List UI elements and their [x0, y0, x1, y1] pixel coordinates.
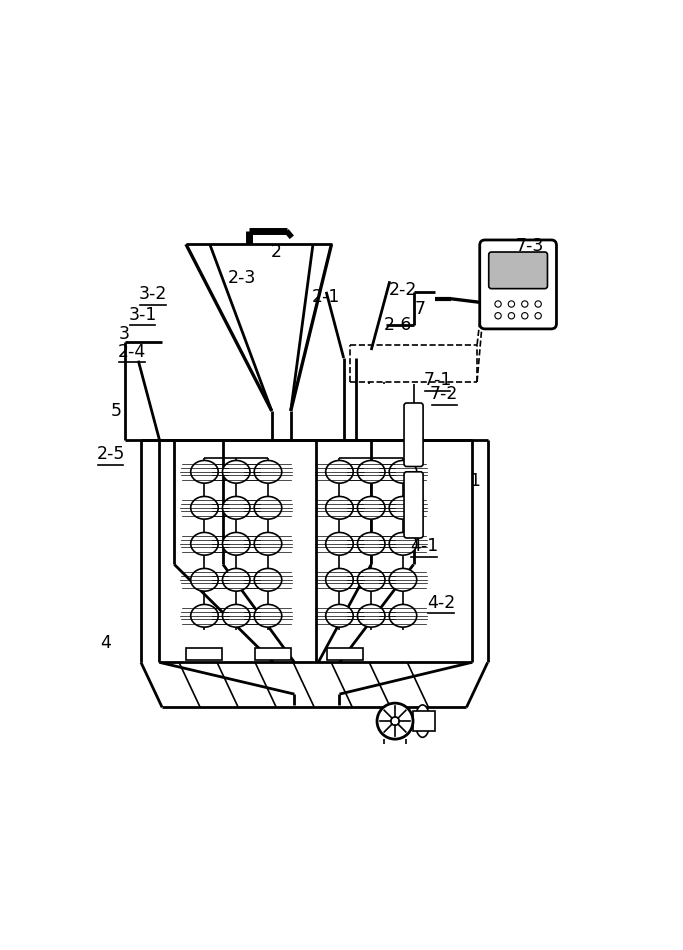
Text: 2-3: 2-3	[227, 269, 255, 287]
Circle shape	[508, 313, 514, 319]
Ellipse shape	[191, 604, 219, 627]
Bar	[186, 648, 223, 659]
Ellipse shape	[357, 604, 385, 627]
Circle shape	[495, 313, 501, 319]
Text: 4-2: 4-2	[427, 594, 455, 612]
Text: 7-2: 7-2	[430, 385, 458, 403]
Text: 1: 1	[469, 472, 480, 490]
Ellipse shape	[389, 461, 417, 484]
Ellipse shape	[357, 461, 385, 484]
Ellipse shape	[415, 705, 430, 737]
Bar	[255, 648, 291, 659]
Text: 3-2: 3-2	[139, 286, 167, 303]
Ellipse shape	[191, 532, 219, 555]
Text: 4: 4	[100, 634, 111, 652]
Circle shape	[391, 717, 400, 726]
Ellipse shape	[326, 461, 353, 484]
Ellipse shape	[223, 497, 250, 519]
Text: 5: 5	[111, 402, 122, 420]
FancyBboxPatch shape	[489, 252, 548, 289]
Ellipse shape	[357, 497, 385, 519]
Text: 3-1: 3-1	[128, 306, 156, 324]
Ellipse shape	[191, 497, 219, 519]
Text: 3: 3	[119, 325, 130, 343]
Text: 2: 2	[270, 243, 281, 261]
Ellipse shape	[326, 497, 353, 519]
Ellipse shape	[191, 568, 219, 591]
Text: 2-2: 2-2	[389, 281, 417, 299]
FancyBboxPatch shape	[404, 472, 423, 538]
Ellipse shape	[389, 604, 417, 627]
Text: 2-5: 2-5	[96, 446, 125, 464]
Ellipse shape	[326, 568, 353, 591]
Bar	[413, 712, 435, 731]
Circle shape	[535, 313, 542, 319]
Circle shape	[508, 301, 514, 307]
Ellipse shape	[223, 461, 250, 484]
Ellipse shape	[223, 532, 250, 555]
Ellipse shape	[326, 604, 353, 627]
Ellipse shape	[254, 568, 282, 591]
Text: 7-3: 7-3	[516, 237, 544, 255]
Ellipse shape	[357, 568, 385, 591]
Ellipse shape	[326, 532, 353, 555]
Text: 2-6: 2-6	[383, 315, 412, 333]
Text: 4-1: 4-1	[410, 537, 438, 555]
Ellipse shape	[254, 532, 282, 555]
Circle shape	[522, 313, 528, 319]
Ellipse shape	[254, 497, 282, 519]
Circle shape	[377, 703, 413, 739]
Ellipse shape	[389, 532, 417, 555]
Ellipse shape	[254, 604, 282, 627]
Circle shape	[522, 301, 528, 307]
Text: 2-1: 2-1	[312, 288, 340, 306]
Ellipse shape	[223, 604, 250, 627]
Ellipse shape	[191, 461, 219, 484]
Ellipse shape	[254, 461, 282, 484]
Text: 7-1: 7-1	[423, 371, 451, 389]
FancyBboxPatch shape	[479, 240, 557, 329]
Circle shape	[495, 301, 501, 307]
Ellipse shape	[389, 568, 417, 591]
Text: 7: 7	[415, 300, 426, 318]
Bar	[326, 648, 363, 659]
Ellipse shape	[223, 568, 250, 591]
Ellipse shape	[357, 532, 385, 555]
Circle shape	[535, 301, 542, 307]
Text: 2-4: 2-4	[118, 343, 146, 361]
FancyBboxPatch shape	[404, 403, 423, 466]
Ellipse shape	[389, 497, 417, 519]
